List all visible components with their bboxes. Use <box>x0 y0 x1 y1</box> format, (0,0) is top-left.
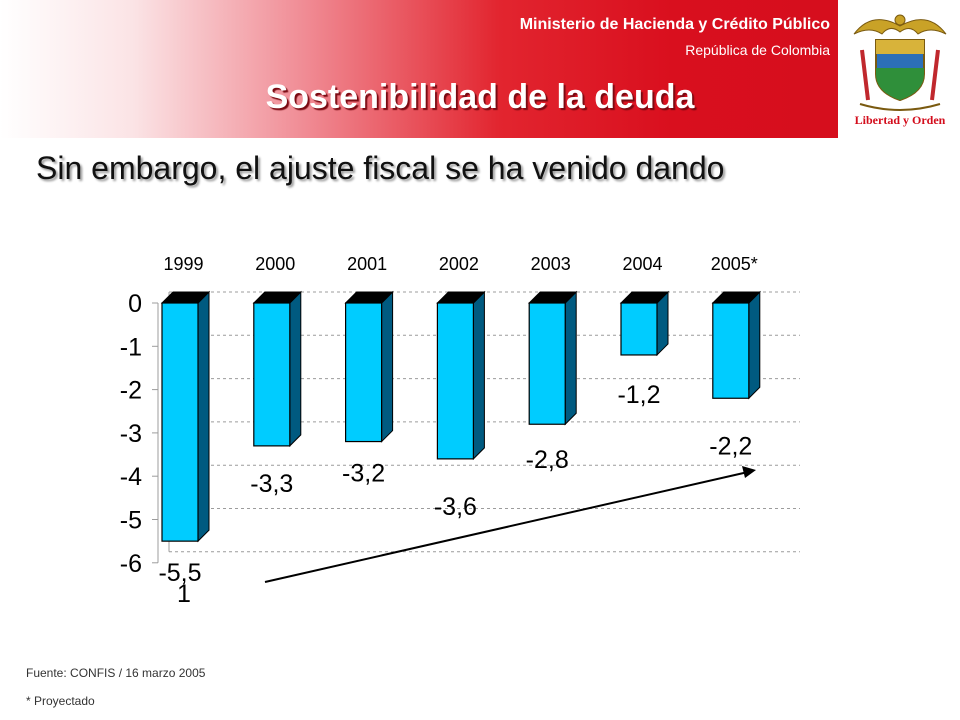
coat-of-arms-logo: Libertad y Orden <box>853 14 947 127</box>
x-category-label: 2000 <box>255 254 295 274</box>
bar <box>345 302 383 443</box>
bar-top <box>344 291 394 304</box>
deficit-bar-chart: 0 -1 -2 -3 -4 -5 -6 1999 -5,5 2000 -3,3 2001 -3,2 20… <box>120 254 800 608</box>
x-category-label: 2004 <box>622 254 662 274</box>
y-tick-label: 0 <box>128 290 142 318</box>
data-label: -1,2 <box>617 381 660 409</box>
bar-top <box>252 291 303 304</box>
x-category-label: 2003 <box>531 254 571 274</box>
y-tick-label: -4 <box>120 463 142 491</box>
y-tick-label: -1 <box>120 333 142 361</box>
y-tick-label: -3 <box>120 420 142 448</box>
x-category-label: 2002 <box>439 254 479 274</box>
y-tick-label: -6 <box>120 550 142 578</box>
bar-top <box>619 291 670 304</box>
trend-arrow <box>264 471 749 583</box>
source-note: Fuente: CONFIS / 16 marzo 2005 <box>26 666 206 680</box>
condor-wings-icon <box>853 19 947 35</box>
arrowhead-icon <box>742 466 756 478</box>
bar-side <box>381 290 394 443</box>
x-category-label: 2005* <box>711 254 758 274</box>
data-label: -3,6 <box>434 493 477 521</box>
bar-side <box>472 290 485 461</box>
bar <box>436 302 474 460</box>
bar-top <box>160 291 211 304</box>
bar-side <box>197 290 210 543</box>
logo-motto: Libertad y Orden <box>855 113 946 127</box>
x-category-label: 1999 <box>163 254 203 274</box>
data-label: -3,2 <box>342 460 385 488</box>
bar <box>620 302 658 356</box>
header-band <box>0 0 960 138</box>
republic-name: República de Colombia <box>685 42 830 58</box>
x-category-label: 2001 <box>347 254 387 274</box>
bar-top <box>527 291 578 304</box>
projection-note: * Proyectado <box>26 694 95 708</box>
data-label: -2,8 <box>526 446 569 474</box>
y-tick-label: -2 <box>120 377 142 405</box>
bar-side <box>564 290 577 426</box>
bar <box>712 302 750 399</box>
page-title: Sostenibilidad de la deuda <box>265 78 695 116</box>
condor-head-icon <box>894 14 906 26</box>
data-label: -2,2 <box>709 432 752 460</box>
data-label: -3,3 <box>250 470 293 498</box>
y-tick-label: -5 <box>120 507 142 535</box>
bar <box>528 302 566 425</box>
bar-top <box>436 291 486 304</box>
bar <box>161 302 199 542</box>
slide-subtitle: Sin embargo, el ajuste fiscal se ha veni… <box>36 150 725 186</box>
bar-side <box>748 290 761 400</box>
stray-label: 1 <box>177 580 191 608</box>
bar-top <box>711 291 762 304</box>
bar-side <box>289 290 302 448</box>
data-label: -5,5 <box>158 559 201 587</box>
ministry-name: Ministerio de Hacienda y Crédito Público <box>519 16 830 33</box>
bar <box>253 302 291 447</box>
